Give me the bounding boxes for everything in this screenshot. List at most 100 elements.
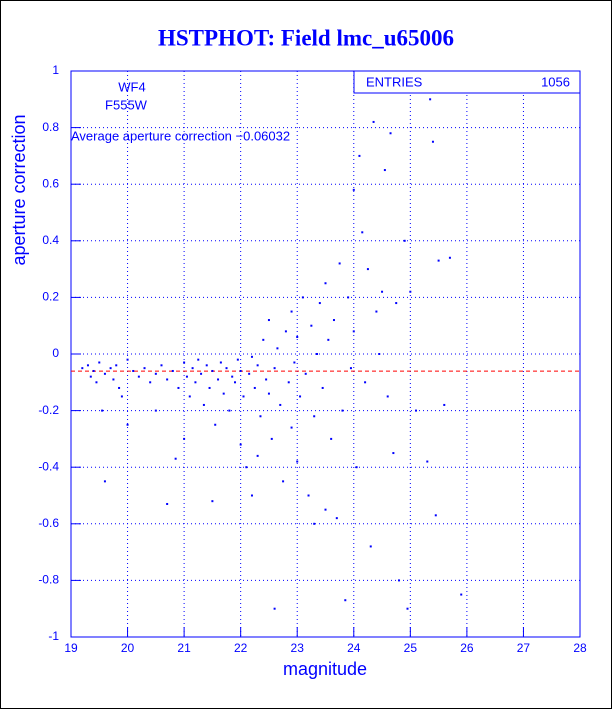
- point: [89, 375, 92, 378]
- point: [197, 358, 200, 361]
- point: [290, 310, 293, 313]
- point: [398, 579, 401, 582]
- point: [338, 262, 341, 265]
- point: [460, 593, 463, 596]
- point: [183, 437, 186, 440]
- point: [296, 336, 299, 339]
- point: [236, 358, 239, 361]
- point: [383, 169, 386, 172]
- point: [366, 268, 369, 271]
- point: [222, 392, 225, 395]
- point: [115, 364, 118, 367]
- point: [332, 319, 335, 322]
- point: [270, 437, 273, 440]
- point: [355, 466, 358, 469]
- stats-value: 1056: [541, 74, 570, 89]
- point: [437, 259, 440, 262]
- y-tick-label: 0: [52, 346, 59, 360]
- point: [414, 409, 417, 412]
- point: [316, 353, 319, 355]
- point: [126, 423, 129, 426]
- y-axis-title: aperture correction: [9, 114, 29, 265]
- point: [290, 426, 293, 429]
- point: [143, 367, 146, 370]
- y-tick-label: -0.2: [38, 403, 59, 417]
- point: [214, 423, 217, 426]
- point: [409, 290, 412, 293]
- point: [109, 367, 112, 370]
- point: [92, 369, 95, 372]
- point: [352, 330, 355, 333]
- point: [228, 409, 231, 412]
- point: [296, 460, 299, 463]
- point: [234, 381, 237, 384]
- point: [81, 367, 84, 370]
- y-tick-label: -0.6: [38, 516, 59, 530]
- point: [112, 378, 115, 381]
- point: [250, 494, 253, 497]
- point: [313, 522, 316, 525]
- point: [429, 98, 432, 101]
- point: [282, 480, 285, 483]
- point: [166, 378, 169, 381]
- point: [103, 480, 106, 483]
- x-axis-title: magnitude: [283, 659, 367, 679]
- point: [307, 494, 310, 497]
- point: [194, 381, 197, 384]
- point: [103, 372, 106, 375]
- point: [273, 367, 276, 370]
- point: [352, 188, 355, 191]
- point: [95, 381, 98, 384]
- point: [262, 338, 265, 341]
- point: [273, 607, 276, 610]
- point: [358, 154, 361, 157]
- point: [211, 500, 214, 503]
- point: [154, 372, 157, 375]
- point: [361, 231, 364, 234]
- point: [132, 369, 135, 372]
- point: [279, 403, 282, 406]
- point: [381, 290, 384, 293]
- point: [431, 140, 434, 143]
- point: [299, 395, 302, 398]
- point: [171, 369, 174, 372]
- y-tick-label: 0.2: [42, 290, 59, 304]
- point: [364, 381, 367, 384]
- point: [174, 457, 177, 460]
- point: [253, 386, 256, 389]
- point: [239, 369, 242, 372]
- point: [426, 460, 429, 463]
- x-tick-label: 24: [347, 641, 361, 655]
- point: [185, 375, 188, 378]
- point: [259, 415, 262, 418]
- stats-box: [353, 70, 581, 94]
- point: [378, 353, 381, 355]
- point: [205, 364, 208, 367]
- x-tick-label: 23: [291, 641, 305, 655]
- point: [327, 338, 330, 341]
- point: [372, 120, 375, 123]
- point: [137, 375, 140, 378]
- point: [344, 599, 347, 602]
- point: [301, 296, 304, 299]
- point: [217, 378, 220, 381]
- point: [160, 364, 163, 367]
- point: [347, 296, 350, 299]
- point: [166, 502, 169, 505]
- y-tick-label: -0.8: [38, 573, 59, 587]
- point: [406, 607, 409, 610]
- x-tick-label: 25: [404, 641, 418, 655]
- point: [318, 302, 321, 305]
- point: [86, 364, 89, 367]
- x-tick-label: 28: [573, 641, 587, 655]
- stats-label: ENTRIES: [366, 74, 423, 89]
- point: [118, 386, 121, 389]
- y-tick-label: 0.8: [42, 120, 59, 134]
- point: [101, 409, 104, 412]
- point: [256, 364, 259, 367]
- point: [375, 310, 378, 313]
- point: [341, 409, 344, 412]
- annotation: Average aperture correction −0.06032: [71, 128, 290, 143]
